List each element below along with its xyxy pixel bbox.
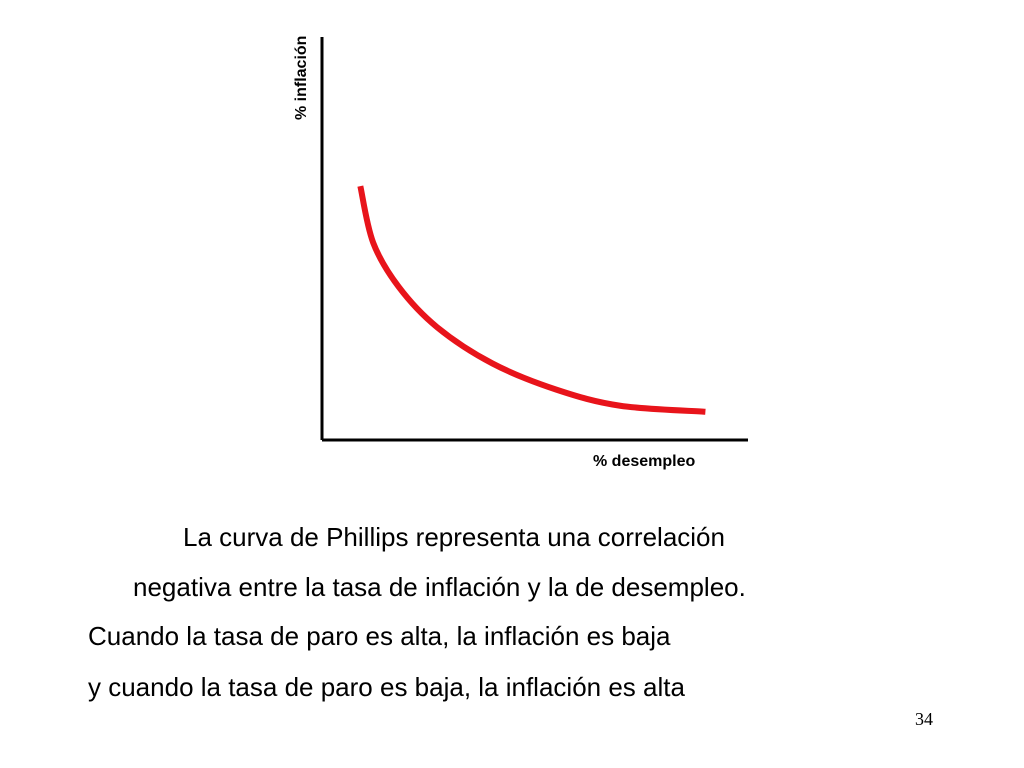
caption-line-1: La curva de Phillips representa una corr… xyxy=(183,522,725,552)
page-number: 34 xyxy=(915,709,933,729)
phillips-curve-line xyxy=(357,185,706,415)
caption-line-4: y cuando la tasa de paro es baja, la inf… xyxy=(88,672,685,702)
x-axis-label: % desempleo xyxy=(593,453,695,470)
caption-line-2: negativa entre la tasa de inflación y la… xyxy=(133,572,746,602)
y-axis-label: % inflación xyxy=(293,36,310,120)
caption-line-3: Cuando la tasa de paro es alta, la infla… xyxy=(88,621,671,651)
phillips-curve-chart: % inflación % desempleo xyxy=(293,36,748,470)
